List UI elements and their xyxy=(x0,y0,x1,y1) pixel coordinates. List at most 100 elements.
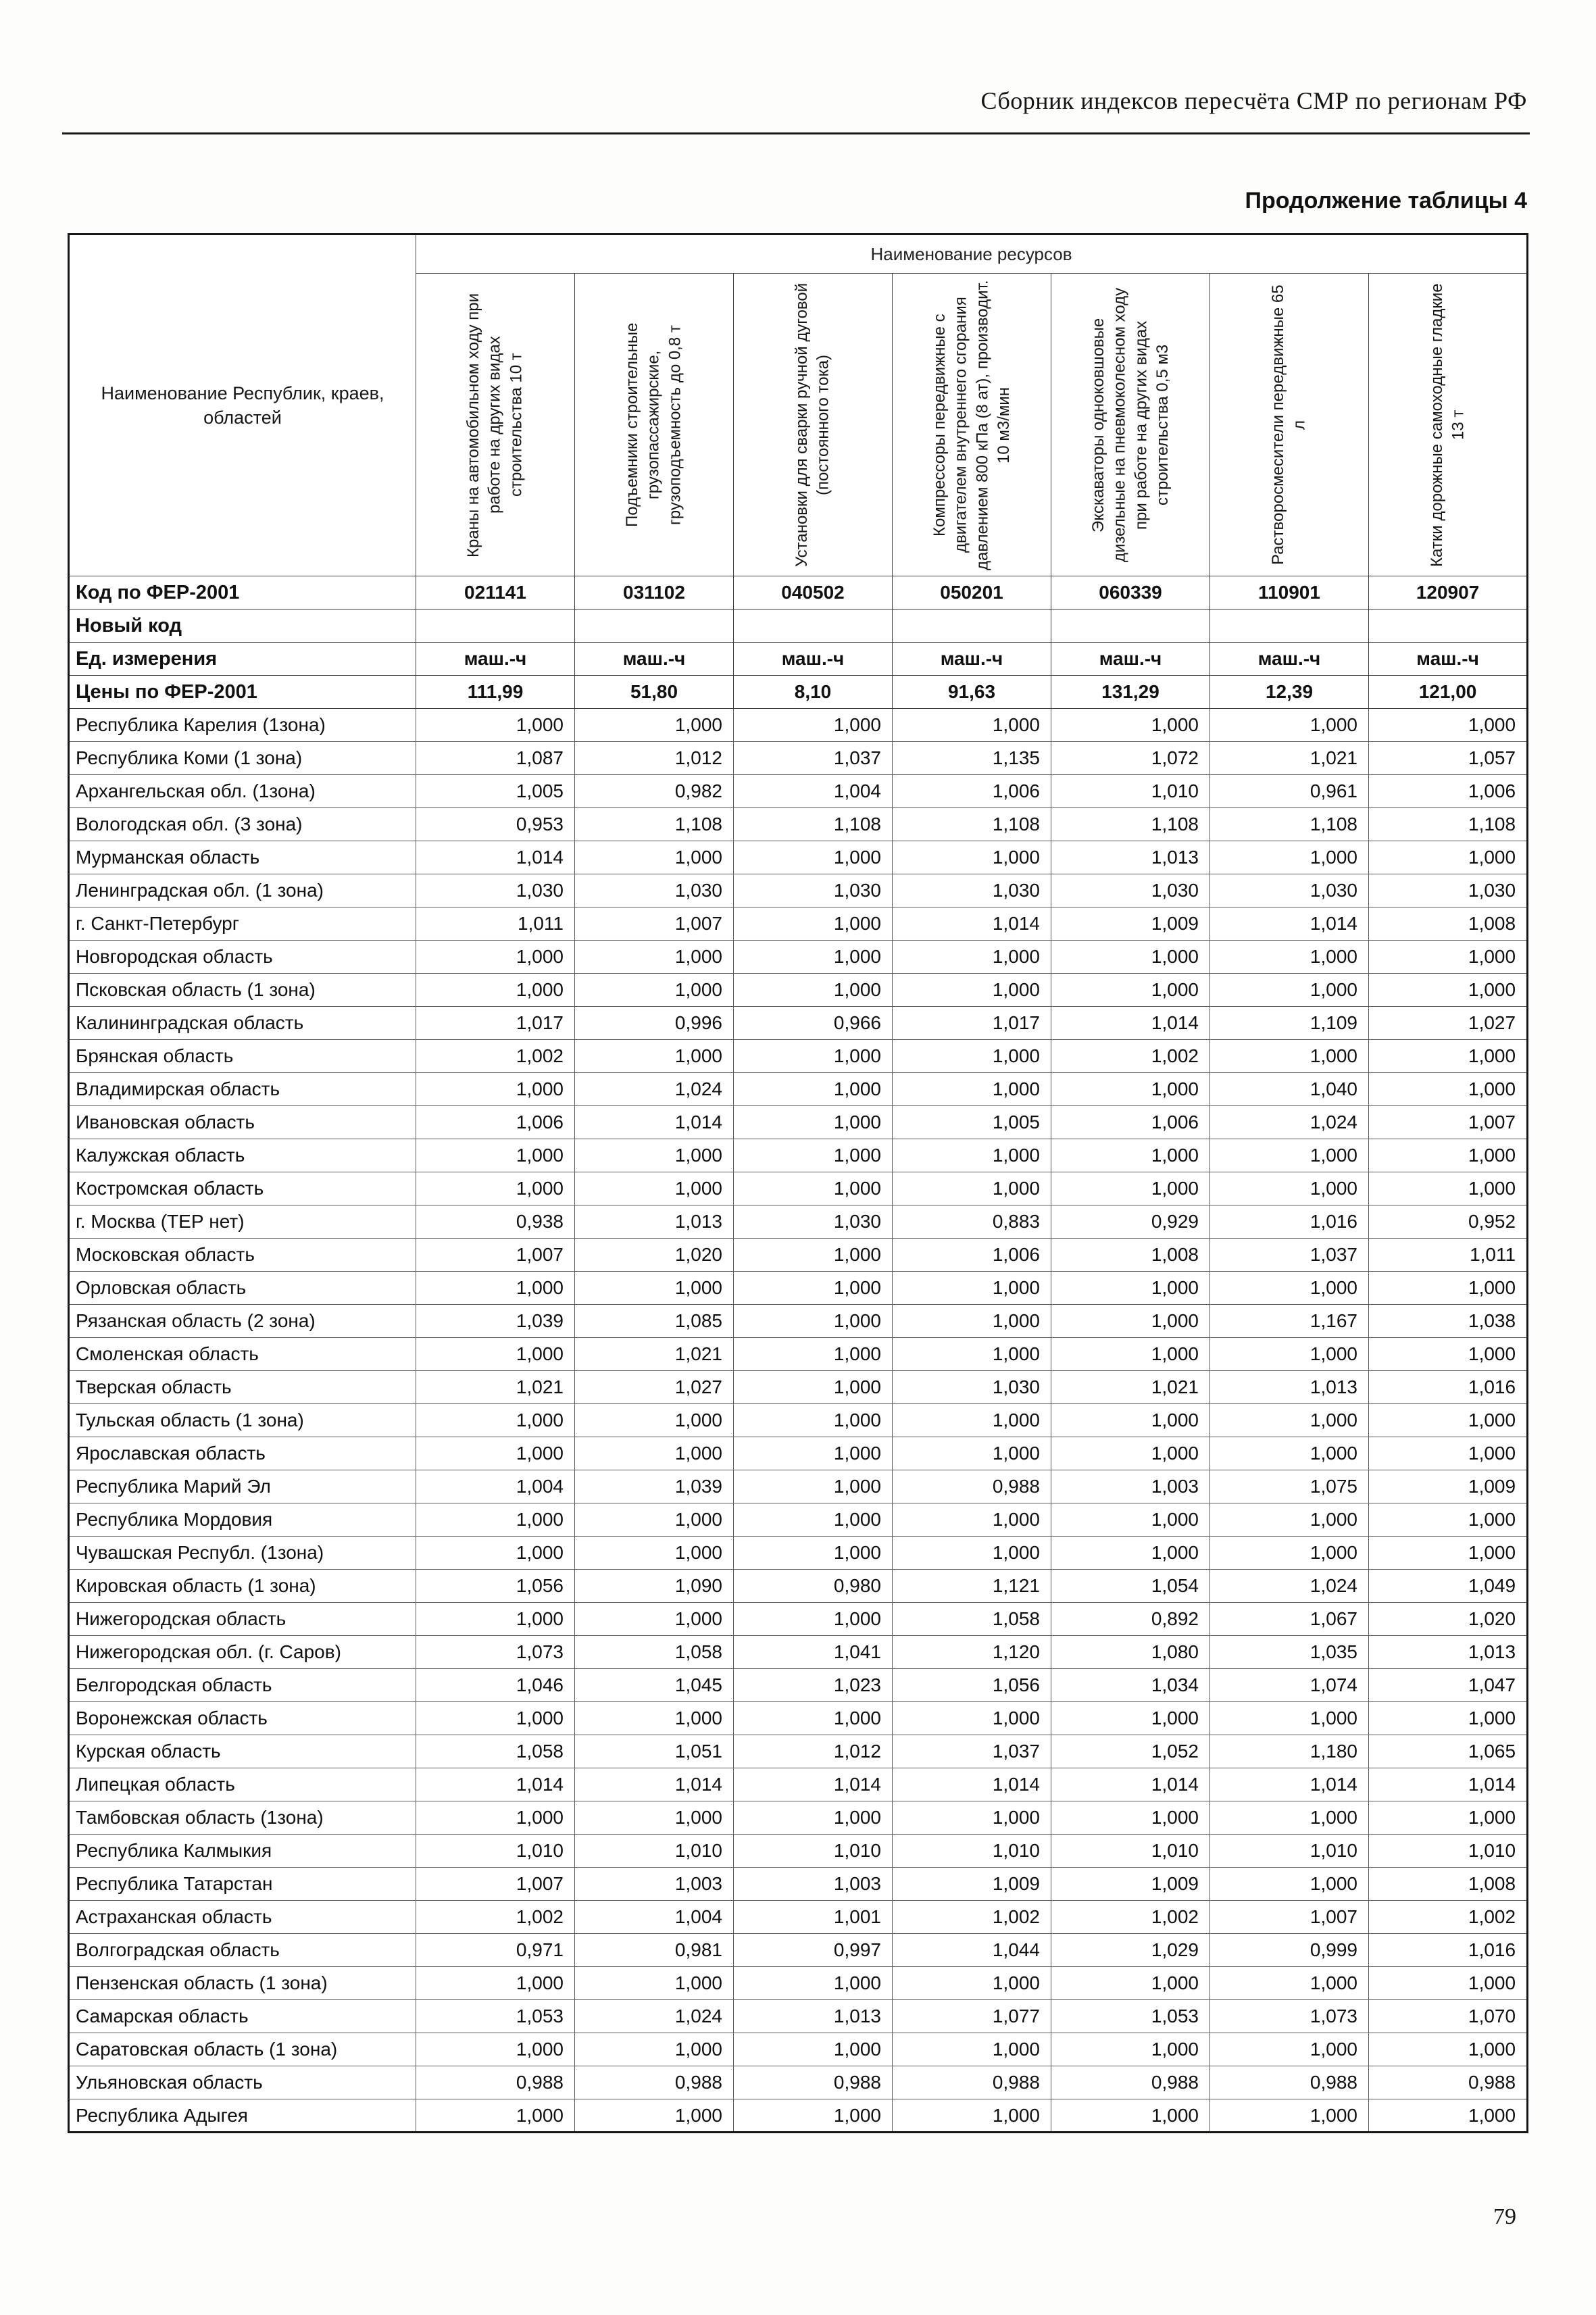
value-cell: 1,008 xyxy=(1051,1238,1210,1272)
row-label: Липецкая область xyxy=(68,1768,416,1801)
value-cell: 1,024 xyxy=(574,1072,734,1106)
value-cell: 1,014 xyxy=(574,1105,734,1139)
row-label: Курская область xyxy=(68,1735,416,1768)
row-label: Республика Калмыкия xyxy=(68,1834,416,1868)
row-label: Калининградская область xyxy=(68,1006,416,1040)
row-label: Тульская область (1 зона) xyxy=(68,1403,416,1437)
value-cell: 1,109 xyxy=(1210,1006,1369,1040)
value-cell: 1,000 xyxy=(892,1271,1051,1305)
value-cell: маш.-ч xyxy=(1051,642,1210,676)
value-cell: 1,000 xyxy=(733,940,893,974)
value-cell: 0,883 xyxy=(892,1205,1051,1239)
value-cell: 1,000 xyxy=(574,1503,734,1537)
region-row: Пензенская область (1 зона) 1,000 1,000 1,0… xyxy=(68,1966,1528,2000)
value-cell: 1,010 xyxy=(416,1834,575,1868)
resource-column-label: Компрессоры передвижные с двигателем вну… xyxy=(930,279,1013,570)
region-row: Липецкая область 1,014 1,014 1,014 1,014 1,01… xyxy=(68,1768,1528,1801)
value-cell: 1,121 xyxy=(892,1569,1051,1603)
value-cell: 1,000 xyxy=(1368,1072,1528,1106)
region-row: Ивановская область 1,006 1,014 1,000 1,005 1,… xyxy=(68,1105,1528,1139)
value-cell: 1,073 xyxy=(1210,1999,1369,2033)
value-cell: 1,000 xyxy=(1368,1801,1528,1835)
value-cell: 1,000 xyxy=(892,1503,1051,1537)
value-cell: 1,039 xyxy=(416,1304,575,1338)
value-cell: 1,021 xyxy=(1210,741,1369,775)
value-cell: 1,000 xyxy=(1210,1039,1369,1073)
value-cell: 1,000 xyxy=(416,1801,575,1835)
value-cell: 1,000 xyxy=(733,2099,893,2133)
value-cell: маш.-ч xyxy=(1210,642,1369,676)
value-cell: 1,039 xyxy=(574,1470,734,1503)
value-cell: 1,000 xyxy=(574,1801,734,1835)
region-row: Белгородская область 1,046 1,045 1,023 1,056… xyxy=(68,1668,1528,1702)
region-row: г. Санкт-Петербург 1,011 1,007 1,000 1,014 1,… xyxy=(68,907,1528,941)
value-cell: 1,000 xyxy=(574,1039,734,1073)
value-cell: 1,000 xyxy=(733,708,893,742)
value-cell: 1,000 xyxy=(1210,940,1369,974)
region-row: Тамбовская область (1зона) 1,000 1,000 1,00… xyxy=(68,1801,1528,1835)
value-cell: 1,000 xyxy=(1368,841,1528,874)
value-cell: 1,000 xyxy=(733,1039,893,1073)
value-cell xyxy=(733,609,893,643)
value-cell: 1,005 xyxy=(892,1105,1051,1139)
value-cell: 0,929 xyxy=(1051,1205,1210,1239)
value-cell: 1,030 xyxy=(733,874,893,907)
value-cell: 1,000 xyxy=(574,1701,734,1735)
value-cell: 0,938 xyxy=(416,1205,575,1239)
region-row: Ленинградская обл. (1 зона) 1,030 1,030 1,0… xyxy=(68,874,1528,907)
region-row: Волгоградская область 0,971 0,981 0,997 1,04… xyxy=(68,1933,1528,1967)
value-cell: 1,030 xyxy=(416,874,575,907)
value-cell: 1,003 xyxy=(733,1867,893,1901)
value-cell: 1,000 xyxy=(1051,1337,1210,1371)
value-cell: 0,988 xyxy=(574,2066,734,2099)
value-cell: 1,057 xyxy=(1368,741,1528,775)
value-cell: 1,108 xyxy=(892,807,1051,841)
value-cell: 021141 xyxy=(416,576,575,609)
value-cell: 1,000 xyxy=(892,841,1051,874)
value-cell: 1,020 xyxy=(1368,1602,1528,1636)
value-cell: 1,000 xyxy=(416,1337,575,1371)
value-cell: 1,030 xyxy=(1051,874,1210,907)
value-cell: 1,035 xyxy=(1210,1635,1369,1669)
value-cell: 1,029 xyxy=(1051,1933,1210,1967)
value-cell: 0,988 xyxy=(1368,2066,1528,2099)
value-cell: 1,014 xyxy=(1051,1006,1210,1040)
value-cell: 1,000 xyxy=(1368,1966,1528,2000)
value-cell: 1,000 xyxy=(892,1039,1051,1073)
value-cell: 1,000 xyxy=(574,1139,734,1172)
value-cell: 1,014 xyxy=(574,1768,734,1801)
value-cell: 1,000 xyxy=(733,973,893,1007)
value-cell: 1,000 xyxy=(733,1437,893,1470)
value-cell: 1,087 xyxy=(416,741,575,775)
value-cell: 1,077 xyxy=(892,1999,1051,2033)
value-cell: 1,075 xyxy=(1210,1470,1369,1503)
value-cell: 1,000 xyxy=(1368,1503,1528,1537)
value-cell: 1,052 xyxy=(1051,1735,1210,1768)
value-cell: маш.-ч xyxy=(733,642,893,676)
row-label: Архангельская обл. (1зона) xyxy=(68,774,416,808)
value-cell: 1,000 xyxy=(416,1437,575,1470)
value-cell: 12,39 xyxy=(1210,675,1369,709)
value-cell: 1,030 xyxy=(892,874,1051,907)
value-cell: 1,014 xyxy=(892,907,1051,941)
value-cell: 1,000 xyxy=(1368,1536,1528,1570)
region-row: Нижегородская область 1,000 1,000 1,000 1,05… xyxy=(68,1602,1528,1636)
value-cell: 1,000 xyxy=(1210,1966,1369,2000)
table-head: Наименование Республик, краев, областей … xyxy=(68,234,1528,576)
value-cell: 1,000 xyxy=(733,1072,893,1106)
value-cell: 1,000 xyxy=(1051,1437,1210,1470)
value-cell: 1,000 xyxy=(1368,1701,1528,1735)
value-cell: 1,049 xyxy=(1368,1569,1528,1603)
value-cell: 1,037 xyxy=(1210,1238,1369,1272)
value-cell: 1,000 xyxy=(1210,1271,1369,1305)
value-cell: 1,027 xyxy=(1368,1006,1528,1040)
value-cell: 1,000 xyxy=(574,1602,734,1636)
value-cell: 1,000 xyxy=(1051,940,1210,974)
row-label: Республика Адыгея xyxy=(68,2099,416,2133)
region-row: Республика Марий Эл 1,004 1,039 1,000 0,988 1… xyxy=(68,1470,1528,1503)
region-row: Республика Мордовия 1,000 1,000 1,000 1,000 1… xyxy=(68,1503,1528,1537)
value-cell: 1,012 xyxy=(733,1735,893,1768)
value-cell: 060339 xyxy=(1051,576,1210,609)
value-cell: 1,011 xyxy=(1368,1238,1528,1272)
value-cell: 1,000 xyxy=(1368,708,1528,742)
